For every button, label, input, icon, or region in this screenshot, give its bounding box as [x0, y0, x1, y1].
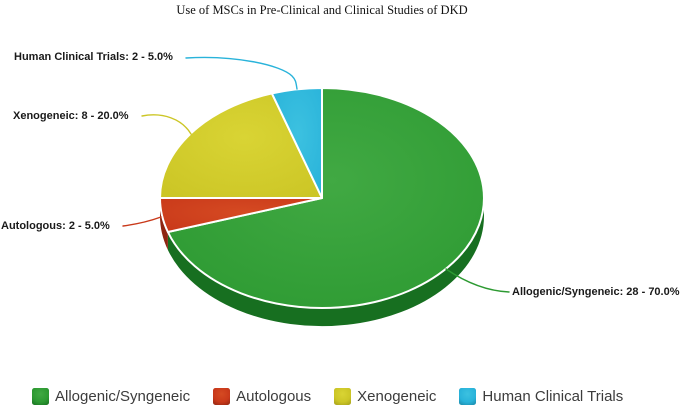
legend-label: Allogenic/Syngeneic	[55, 388, 191, 405]
callout-label-allogenic-syngeneic: Allogenic/Syngeneic: 28 - 70.0%	[512, 286, 680, 298]
legend-item-autologous: Autologous	[213, 388, 311, 405]
leader-line-human-clinical-trials	[185, 56, 298, 90]
legend: Allogenic/Syngeneic Autologous Xenogenei…	[32, 388, 623, 405]
leader-line-allogenic-syngeneic	[445, 268, 510, 293]
callout-label-human-clinical-trials: Human Clinical Trials: 2 - 5.0%	[14, 51, 173, 63]
legend-label: Human Clinical Trials	[482, 388, 624, 405]
legend-item-xenogeneic: Xenogeneic	[334, 388, 436, 405]
chart-title: Use of MSCs in Pre-Clinical and Clinical…	[176, 3, 468, 17]
legend-swatch-xenogeneic-icon	[334, 388, 352, 405]
legend-swatch-human-clinical-trials-icon	[459, 388, 477, 405]
legend-label: Autologous	[236, 388, 312, 405]
callout-label-autologous: Autologous: 2 - 5.0%	[1, 220, 110, 232]
leader-line-autologous	[122, 216, 162, 227]
pie-rim-allogenic-syngeneic	[167, 198, 485, 327]
legend-swatch-allogenic-syngeneic-icon	[32, 388, 49, 405]
leader-line-xenogeneic	[141, 114, 192, 135]
legend-label: Xenogeneic	[357, 388, 437, 405]
callout-label-xenogeneic: Xenogeneic: 8 - 20.0%	[13, 110, 129, 122]
legend-swatch-autologous-icon	[213, 388, 231, 405]
legend-item-allogenic-syngeneic: Allogenic/Syngeneic	[32, 388, 190, 405]
legend-item-human-clinical-trials: Human Clinical Trials	[459, 388, 623, 405]
pie-slice-allogenic-syngeneic	[166, 87, 485, 309]
